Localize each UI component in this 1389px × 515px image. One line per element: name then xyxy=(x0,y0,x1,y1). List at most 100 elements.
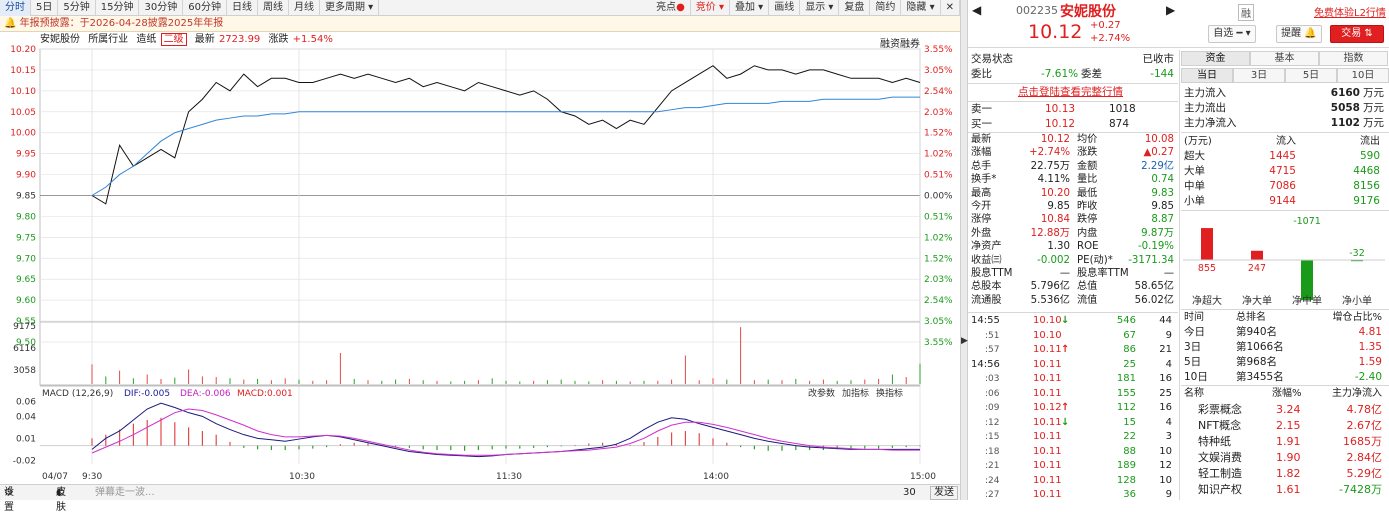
rank-period: 3日 xyxy=(1184,341,1202,353)
stat-value: 9.85 xyxy=(1047,201,1070,212)
tick-time: 14:56 xyxy=(971,358,1000,370)
tick-price: 10.11 xyxy=(1033,344,1062,355)
tab-5min[interactable]: 5分钟 xyxy=(58,0,96,16)
rank-header: 总排名 xyxy=(1236,312,1266,323)
time-axis-label: 11:30 xyxy=(496,472,522,482)
tick-volume: 25 xyxy=(1123,358,1136,370)
big-price: 10.12 xyxy=(1028,21,1083,43)
collapse-arrow-icon[interactable]: ▶ xyxy=(961,336,968,346)
sector-row[interactable]: 轻工制造 1.82 5.29亿 xyxy=(1184,466,1384,482)
tab-intraday[interactable]: 分时 xyxy=(0,0,31,16)
login-full-quote-link[interactable]: 点击登陆查看完整行情 xyxy=(1018,86,1123,98)
tab-30min[interactable]: 30分钟 xyxy=(139,0,184,16)
macd-title: MACD (12,26,9) xyxy=(42,389,113,399)
flow-label: 主力流入 xyxy=(1184,87,1226,99)
trade-button[interactable]: 交易 ⇅ xyxy=(1330,25,1384,43)
tick-count: 3 xyxy=(1165,431,1172,442)
period-tab[interactable]: 3日 xyxy=(1233,68,1285,83)
tick-row: :15 10.11 22 3 xyxy=(971,430,1176,444)
tab-5day[interactable]: 5日 xyxy=(31,0,59,16)
tick-volume: 546 xyxy=(1116,315,1136,326)
sector-row[interactable]: 特种纸 1.91 1685万 xyxy=(1184,434,1384,450)
notice-bar[interactable]: 🔔 年报预披露：于2026-04-28披露2025年年报 xyxy=(0,16,960,32)
tick-volume: 67 xyxy=(1123,329,1136,341)
danmu-input[interactable]: 弹幕走一波... xyxy=(95,487,155,498)
sector-row[interactable]: NFT概念 2.15 2.67亿 xyxy=(1184,418,1384,434)
tick-volume: 86 xyxy=(1123,344,1136,355)
tab-basic[interactable]: 基本 xyxy=(1250,51,1319,66)
rank-row: 3日 第1066名 1.35 xyxy=(1184,340,1384,355)
stat-value: 10.08 xyxy=(1144,134,1174,145)
flow-row: 中单 7086 8156 xyxy=(1184,179,1384,194)
macd-link[interactable]: 换指标 xyxy=(876,387,903,399)
tab-index[interactable]: 指数 xyxy=(1319,51,1388,66)
tab-fund[interactable]: 资金 xyxy=(1181,51,1250,66)
draw-button[interactable]: 画线 xyxy=(769,0,801,16)
remind-button[interactable]: 提醒 🔔 xyxy=(1276,25,1322,43)
stat-label: 最低 xyxy=(1077,187,1098,199)
prev-stock-arrow-icon[interactable]: ◀ xyxy=(972,3,982,17)
overlay-button[interactable]: 叠加 ▾ xyxy=(730,0,770,16)
tick-row: :27 10.11 36 9 xyxy=(971,488,1176,502)
index-latest-value: 2723.99 xyxy=(218,34,261,45)
flow-row-label: 超大 xyxy=(1184,150,1205,162)
stat-label: 总股本 xyxy=(971,281,1002,293)
tab-15min[interactable]: 15分钟 xyxy=(96,0,140,16)
overlay-label: 叠加 xyxy=(735,2,755,13)
display-button[interactable]: 显示 ▾ xyxy=(800,0,840,16)
l2-link[interactable]: 免费体验L2行情 xyxy=(1314,8,1386,19)
order-label: 买一 xyxy=(971,118,992,130)
macd-link[interactable]: 改参数 xyxy=(808,387,835,399)
close-icon[interactable]: ✕ xyxy=(941,0,960,16)
period-tab[interactable]: 10日 xyxy=(1337,68,1389,83)
tab-daily[interactable]: 日线 xyxy=(227,0,258,16)
replay-button[interactable]: 复盘 xyxy=(839,0,871,16)
tab-weekly[interactable]: 周线 xyxy=(258,0,289,16)
main-flow-row: 主力流出 5058 万元 xyxy=(1184,101,1384,116)
display-label: 显示 xyxy=(805,2,826,13)
highlight-button[interactable]: 亮点● xyxy=(651,0,691,16)
y-tick-label: 9.80 xyxy=(16,212,36,222)
chart-area[interactable]: 10.20 3.55% 10.15 3.05% 10.10 2.54% 10.05 2.03%… xyxy=(0,32,960,484)
y-tick-label: 9.50 xyxy=(16,338,36,348)
sector-row[interactable]: 文娱消费 1.90 2.84亿 xyxy=(1184,450,1384,466)
net-value-label: 855 xyxy=(1198,263,1216,274)
index-change-label: 涨跌 xyxy=(268,34,289,45)
rank-header: 增仓占比% xyxy=(1332,312,1382,323)
hide-button[interactable]: 隐藏 ▾ xyxy=(901,0,941,16)
flow-row-label: 大单 xyxy=(1184,165,1205,177)
trade-state-row: 交易状态 已收市 xyxy=(971,52,1176,67)
next-stock-arrow-icon[interactable]: ▶ xyxy=(1166,3,1176,17)
watchlist-button[interactable]: 自选 ━ ▾ xyxy=(1208,25,1256,43)
tick-row: :57 10.11 ↑ 86 21 xyxy=(971,343,1176,357)
sector-header-row: 名称 涨幅% 主力净流入 xyxy=(1184,387,1384,401)
flow-header-row: (万元) 流入 流出 xyxy=(1184,134,1384,149)
period-tab[interactable]: 当日 xyxy=(1181,68,1233,83)
rank-row: 10日 第3455名 -2.40 xyxy=(1184,370,1384,385)
margin-link[interactable]: 融资融券 xyxy=(880,39,920,50)
tick-time: 14:55 xyxy=(971,315,1000,326)
panel-divider[interactable]: ▶ xyxy=(960,0,968,500)
y-tick-label: 9.75 xyxy=(16,233,36,243)
flow-label: 主力流出 xyxy=(1184,102,1226,114)
more-periods-dropdown[interactable]: 更多周期 ▾ xyxy=(320,0,380,16)
level-badge[interactable]: 二级 xyxy=(160,33,187,46)
send-button[interactable]: 发送 xyxy=(930,486,958,500)
tab-monthly[interactable]: 月线 xyxy=(289,0,320,16)
tick-time: :15 xyxy=(985,432,1000,442)
avg-price-line xyxy=(91,96,920,196)
industry-name[interactable]: 造纸 xyxy=(136,34,157,45)
sector-flow: -7428万 xyxy=(1339,483,1382,496)
macd-link[interactable]: 加指标 xyxy=(842,387,869,399)
period-tab[interactable]: 5日 xyxy=(1285,68,1337,83)
simple-button[interactable]: 简约 xyxy=(870,0,902,16)
auction-button[interactable]: 竞价 ▾ xyxy=(691,0,730,16)
period-toolbar: 分时 5日 5分钟 15分钟 30分钟 60分钟 日线 周线 月线 更多周期 ▾… xyxy=(0,0,960,16)
sector-row[interactable]: 知识产权 1.61 -7428万 xyxy=(1184,482,1384,498)
margin-icon[interactable]: 融 xyxy=(1238,4,1254,21)
index-latest-label: 最新 xyxy=(194,34,215,45)
stat-value: 10.12 xyxy=(1040,134,1070,145)
sector-row[interactable]: 彩票概念 3.24 4.78亿 xyxy=(1184,402,1384,418)
y-tick-label: 10.05 xyxy=(10,108,36,118)
tab-60min[interactable]: 60分钟 xyxy=(183,0,227,16)
